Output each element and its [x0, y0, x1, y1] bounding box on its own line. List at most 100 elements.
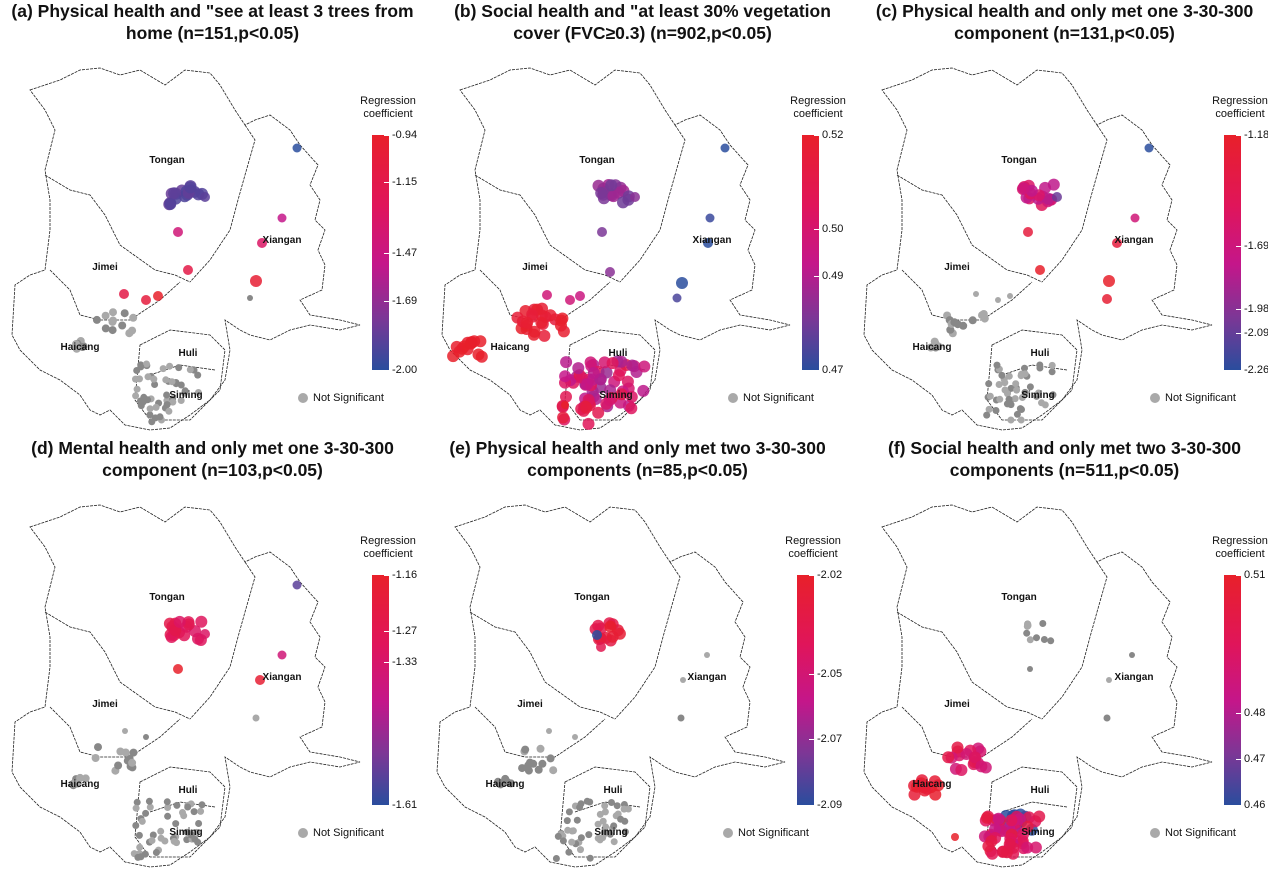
legend-tick: 0.52: [813, 129, 844, 141]
not-significant-point: [998, 371, 1006, 379]
not-significant-point: [69, 779, 78, 788]
not-significant-point: [170, 837, 178, 845]
map-panel: (d) Mental health and only met one 3-30-…: [0, 437, 425, 873]
significant-point: [606, 630, 619, 643]
not-significant-point: [1021, 370, 1029, 378]
not-significant-point: [577, 834, 585, 842]
significant-point: [1017, 182, 1030, 195]
not-significant-point: [602, 823, 610, 831]
significant-point: [597, 227, 607, 237]
legend-tick: 0.46: [1235, 799, 1266, 811]
significant-point: [277, 650, 287, 660]
not-significant-point: [101, 311, 110, 320]
significant-point: [277, 213, 287, 223]
not-significant-point: [985, 405, 993, 413]
district-label: Huli: [179, 785, 198, 796]
panel-title: (a) Physical health and "see at least 3 …: [11, 1, 414, 43]
significant-point: [527, 328, 540, 341]
district-boundary: [896, 174, 1043, 283]
significant-point: [705, 213, 715, 223]
not-significant-point: [601, 802, 609, 810]
legend-tick: 0.50: [813, 223, 844, 235]
not-significant-legend: Not Significant: [723, 827, 809, 839]
significant-point: [1029, 841, 1042, 854]
not-significant-point: [608, 799, 615, 806]
not-significant-point: [146, 411, 154, 419]
not-significant-point: [973, 291, 979, 297]
legend-title: Regression coefficient: [785, 535, 841, 560]
not-significant-point: [152, 403, 160, 411]
not-significant-point: [148, 837, 156, 844]
not-significant-point: [94, 743, 102, 752]
legend-tick: -2.09: [1235, 327, 1268, 339]
significant-point: [975, 760, 988, 773]
not-significant-point: [621, 828, 629, 836]
not-significant-point: [610, 822, 618, 830]
not-significant-point: [132, 822, 140, 829]
district-label: Jimei: [92, 262, 118, 273]
district-boundary: [149, 364, 216, 376]
significant-point: [200, 629, 210, 639]
not-significant-point: [614, 810, 622, 818]
not-significant-label: Not Significant: [313, 392, 384, 404]
legend-tick: -2.00: [383, 364, 418, 376]
significant-point: [559, 370, 572, 383]
district-label: Siming: [169, 827, 202, 838]
district-label: Huli: [179, 348, 198, 359]
grey-dot-icon: [1150, 828, 1160, 838]
not-significant-point: [1129, 652, 1135, 658]
district-label: Jimei: [517, 699, 543, 710]
district-boundary: [614, 561, 681, 720]
significant-point: [1021, 841, 1034, 854]
not-significant-point: [546, 728, 552, 734]
not-significant-point: [586, 854, 594, 862]
district-label: Jimei: [944, 262, 970, 273]
not-significant-point: [152, 849, 160, 856]
legend-tick: -1.69: [1235, 239, 1268, 252]
panel-title: (f) Social health and only met two 3-30-…: [888, 438, 1241, 480]
district-label: Haicang: [913, 779, 952, 790]
grey-dot-icon: [298, 393, 308, 403]
not-significant-point: [177, 397, 185, 404]
significant-point: [257, 238, 267, 248]
district-label: Jimei: [522, 262, 548, 273]
district-label: Xiangan: [693, 235, 732, 246]
not-significant-point: [585, 831, 593, 839]
not-significant-point: [133, 385, 141, 393]
not-significant-point: [549, 766, 558, 775]
not-significant-point: [195, 820, 203, 827]
district-label: Huli: [604, 785, 623, 796]
significant-point: [606, 357, 619, 370]
not-significant-point: [1106, 677, 1112, 683]
not-significant-point: [1021, 364, 1028, 372]
map-panel: (f) Social health and only met two 3-30-…: [852, 437, 1268, 873]
not-significant-point: [166, 362, 174, 370]
not-significant-point: [1017, 416, 1025, 424]
district-label: Jimei: [92, 699, 118, 710]
map: Tongan Xiangan Jimei Haicang Huli Siming: [436, 504, 786, 868]
not-significant-point: [129, 313, 138, 322]
not-significant-point: [145, 797, 153, 805]
significant-point: [637, 384, 650, 397]
significant-point: [450, 340, 463, 353]
not-significant-point: [507, 779, 515, 788]
not-significant-point: [136, 375, 143, 383]
significant-point: [605, 179, 618, 192]
not-significant-point: [1027, 666, 1033, 672]
not-significant-point: [563, 817, 571, 825]
significant-point: [1023, 227, 1033, 237]
significant-point: [141, 295, 151, 305]
not-significant-point: [186, 366, 194, 374]
not-significant-point: [133, 798, 141, 806]
map: Tongan Xiangan Jimei Haicang Huli Siming: [11, 504, 361, 868]
not-significant-point: [134, 853, 142, 861]
not-significant-point: [181, 387, 189, 395]
not-significant-point: [996, 395, 1004, 403]
district-label: Tongan: [579, 155, 614, 166]
legend-tick: 0.48: [1235, 707, 1266, 719]
color-bar: [372, 575, 389, 805]
district-label: Haicang: [61, 342, 100, 353]
not-significant-point: [993, 361, 1001, 369]
not-significant-point: [1018, 406, 1025, 413]
not-significant-label: Not Significant: [313, 827, 384, 839]
